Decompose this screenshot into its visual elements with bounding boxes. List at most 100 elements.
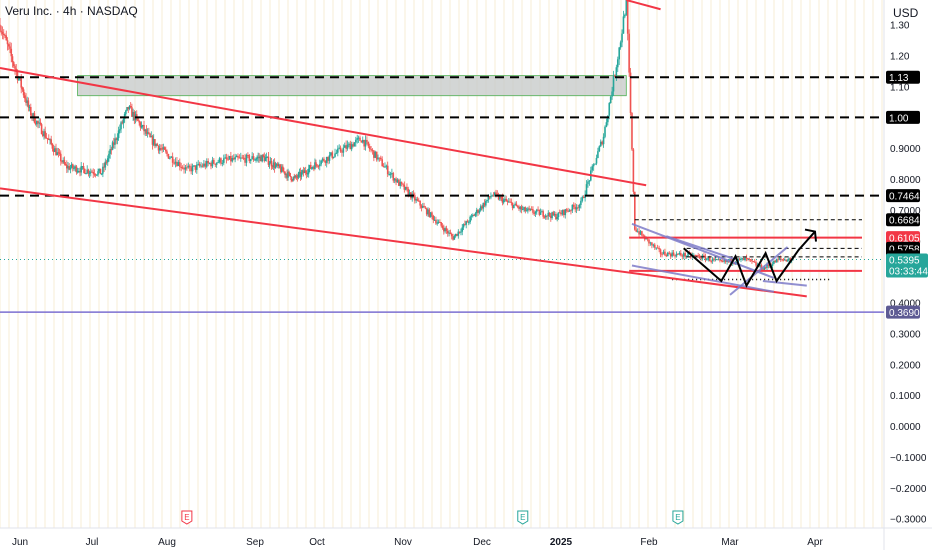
candle-body	[325, 156, 328, 163]
price-axis-label: 1.20	[890, 52, 910, 63]
candle-body	[485, 201, 487, 206]
candle-body	[563, 210, 565, 216]
price-label-text: 0.6684	[889, 216, 920, 227]
candle-body	[137, 117, 139, 121]
candle-body	[187, 165, 190, 168]
candle-body	[392, 173, 395, 181]
candle-body	[127, 107, 130, 110]
candle-body	[203, 163, 205, 167]
supply-zone	[77, 75, 627, 97]
candle-body	[519, 206, 522, 209]
candle-body	[152, 139, 155, 145]
candle-body	[626, 0, 629, 34]
candle-body	[244, 157, 246, 163]
time-axis-label: Feb	[640, 537, 658, 548]
candle-body	[393, 178, 396, 181]
candle-body	[218, 158, 221, 163]
candle-body	[546, 215, 548, 217]
candle-body	[367, 141, 370, 147]
candle-body	[448, 232, 450, 234]
candle-body	[378, 157, 381, 159]
candle-body	[724, 260, 727, 262]
price-axis-label: −0.3000	[890, 515, 927, 526]
candle-body	[719, 259, 721, 261]
candle-body	[648, 239, 650, 244]
candle-body	[186, 167, 188, 169]
candle-body	[440, 222, 442, 226]
candle-body	[274, 165, 277, 169]
candle-body	[748, 258, 750, 260]
candle-body	[560, 213, 562, 215]
candle-body	[655, 247, 658, 249]
candle-body	[625, 0, 628, 15]
candle-body	[63, 159, 66, 164]
candle-body	[174, 161, 177, 164]
candle-body	[161, 148, 163, 150]
candle-body	[427, 209, 429, 215]
candle-body	[345, 145, 347, 149]
candle-body	[707, 257, 710, 259]
candle-body	[92, 172, 95, 174]
candle-body	[70, 164, 73, 168]
candle-body	[751, 259, 753, 262]
candle-body	[680, 252, 682, 256]
candle-body	[544, 215, 547, 218]
candle-body	[723, 260, 726, 262]
candle-body	[51, 143, 54, 149]
candle-body	[431, 212, 433, 216]
candle-body	[491, 195, 493, 197]
candle-body	[293, 177, 296, 179]
time-axis-ticks: Jun Jul Aug Sep Oct Nov Dec 2025 Feb Mar Apr	[12, 537, 824, 548]
candle-body	[580, 200, 582, 205]
candle-body	[742, 258, 745, 261]
candle-body	[258, 156, 260, 159]
candle-body	[381, 159, 383, 167]
candle-body	[487, 196, 490, 200]
candle-body	[773, 260, 775, 264]
candle-body	[315, 162, 317, 165]
candle-body	[338, 147, 340, 149]
time-axis-label: Dec	[473, 537, 491, 548]
candle-body	[653, 244, 656, 248]
candle-body	[599, 141, 602, 147]
candle-body	[15, 68, 18, 71]
candle-body	[60, 153, 62, 162]
candle-body	[320, 160, 322, 165]
candle-body	[375, 151, 378, 160]
candle-body	[298, 171, 301, 174]
candle-body	[139, 122, 142, 128]
candle-body	[669, 253, 672, 257]
candle-body	[698, 255, 701, 259]
candle-body	[436, 222, 439, 224]
candle-body	[241, 157, 244, 159]
candle-body	[421, 205, 424, 208]
candle-body	[288, 171, 290, 173]
candle-body	[193, 165, 195, 167]
candle-body	[24, 95, 26, 99]
candle-body	[591, 166, 594, 171]
candle-body	[198, 163, 201, 166]
price-axis-label: 0.8000	[890, 175, 921, 186]
candle-body	[771, 263, 774, 266]
candle-body	[574, 206, 576, 210]
candle-body	[632, 149, 635, 192]
candle-body	[782, 259, 785, 261]
candle-body	[357, 137, 360, 139]
candle-body	[135, 114, 138, 118]
candle-body	[343, 145, 346, 148]
candle-body	[624, 14, 626, 17]
candle-body	[763, 267, 766, 271]
candle-body	[311, 167, 313, 169]
candle-body	[163, 147, 166, 150]
candle-body	[87, 169, 90, 174]
candle-body	[318, 164, 321, 167]
candle-body	[678, 252, 681, 255]
candle-body	[469, 216, 471, 223]
candle-body	[486, 199, 488, 202]
candle-body	[328, 155, 331, 161]
time-axis-label: Nov	[394, 537, 412, 548]
earnings-marker-label: E	[184, 513, 189, 522]
candle-body	[437, 221, 440, 223]
